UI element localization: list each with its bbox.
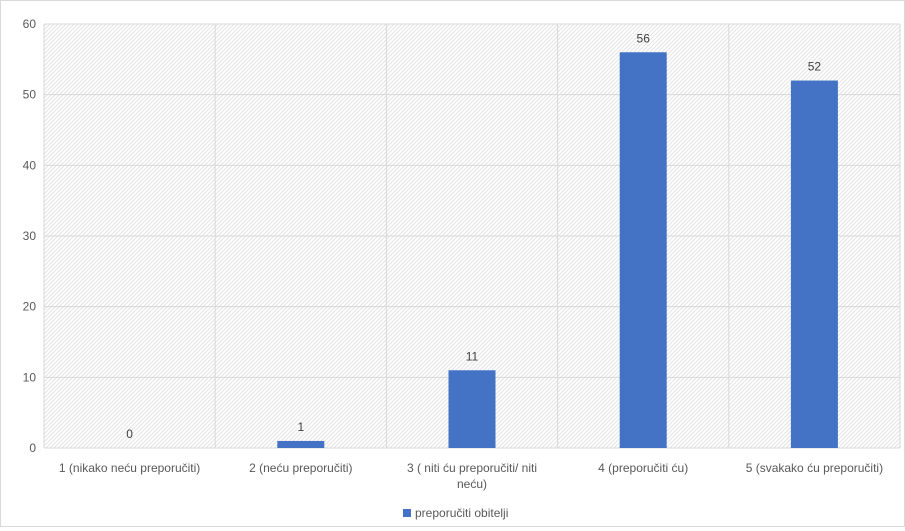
x-tick-label: 2 (neću preporučiti) (249, 461, 352, 475)
legend-swatch (403, 509, 411, 517)
bar (277, 440, 325, 448)
data-label: 11 (466, 349, 479, 363)
y-tick-label: 40 (23, 158, 37, 172)
bar (619, 52, 667, 449)
y-tick-label: 60 (23, 17, 37, 31)
data-label: 56 (637, 31, 651, 45)
y-tick-label: 0 (29, 441, 36, 455)
x-tick-label: neću) (457, 477, 487, 491)
y-tick-label: 30 (23, 229, 37, 243)
x-tick-label: 1 (nikako neću preporučiti) (59, 461, 200, 475)
bar (448, 370, 496, 448)
data-label: 1 (297, 420, 304, 434)
y-tick-label: 50 (23, 88, 37, 102)
data-label: 0 (126, 427, 133, 441)
data-label: 52 (808, 60, 822, 74)
x-tick-label: 4 (preporučiti ću) (598, 461, 688, 475)
x-tick-label: 5 (svakako ću preporučiti) (746, 461, 883, 475)
legend-label: preporučiti obitelji (415, 506, 508, 520)
y-tick-label: 20 (23, 300, 37, 314)
bar (790, 80, 838, 449)
y-tick-label: 10 (23, 370, 37, 384)
x-tick-label: 3 ( niti ću preporučiti/ niti (407, 461, 537, 475)
